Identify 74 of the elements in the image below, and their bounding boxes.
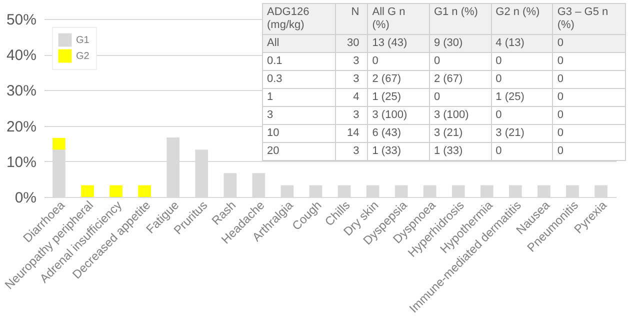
legend-label: G1 bbox=[76, 35, 90, 46]
y-tick-label: 40% bbox=[6, 47, 36, 64]
annotation: 13 (43) bbox=[368, 34, 430, 52]
annotation: 1 bbox=[262, 88, 336, 106]
annotation: 3 bbox=[335, 70, 368, 88]
annotation: 20 bbox=[262, 142, 336, 160]
annotation: 3 (21) bbox=[429, 124, 492, 142]
annotation: 0 bbox=[552, 34, 626, 52]
legend-label: G2 bbox=[76, 51, 90, 62]
annotation: 0 bbox=[491, 52, 553, 70]
bar bbox=[81, 185, 94, 197]
bar bbox=[480, 185, 494, 197]
text: N bbox=[335, 4, 368, 34]
annotation: 6 (43) bbox=[368, 124, 430, 142]
annotation: 0 bbox=[552, 52, 626, 70]
annotation: 0 bbox=[368, 52, 430, 70]
bar bbox=[280, 185, 294, 197]
annotation: 2 (67) bbox=[429, 70, 492, 88]
bar bbox=[110, 185, 122, 197]
annotation: 0 bbox=[491, 70, 553, 88]
annotation: 0.3 bbox=[262, 70, 336, 88]
annotation: 14 bbox=[335, 124, 368, 142]
annotation: 0 bbox=[552, 70, 626, 88]
annotation: 3 bbox=[335, 106, 368, 124]
y-tick-label: 10% bbox=[6, 154, 36, 171]
bar bbox=[224, 173, 237, 197]
bar bbox=[52, 138, 66, 150]
y-tick-label: 0% bbox=[14, 190, 36, 206]
bar bbox=[538, 185, 550, 197]
annotation: ADG126 (mg/kg) bbox=[262, 4, 336, 34]
annotation: 0 bbox=[491, 106, 553, 124]
annotation: 0 bbox=[552, 142, 626, 160]
y-tick-label: 50% bbox=[6, 12, 36, 28]
annotation: 1 (33) bbox=[429, 142, 492, 160]
annotation: 2 (67) bbox=[368, 70, 430, 88]
bar bbox=[566, 185, 579, 197]
annotation: 0 bbox=[552, 124, 626, 142]
annotation: G3 – G5 n (%) bbox=[552, 4, 626, 34]
bar bbox=[366, 185, 380, 197]
annotation: 4 bbox=[335, 88, 368, 106]
annotation: 0 bbox=[552, 106, 626, 124]
annotation: 3 (100) bbox=[368, 106, 430, 124]
annotation: 0 bbox=[552, 88, 626, 106]
annotation: All bbox=[262, 34, 336, 52]
annotation: 3 (21) bbox=[491, 124, 553, 142]
bar bbox=[394, 185, 408, 197]
annotation: All G n (%) bbox=[368, 4, 430, 34]
annotation: 3 bbox=[335, 52, 368, 70]
bar bbox=[338, 185, 351, 197]
annotation: 10 bbox=[262, 124, 336, 142]
bar bbox=[594, 185, 608, 197]
annotation: 30 bbox=[335, 34, 368, 52]
annotation: 1 (25) bbox=[368, 88, 430, 106]
bar bbox=[309, 185, 322, 197]
bar bbox=[252, 173, 266, 197]
y-tick-label: 20% bbox=[6, 118, 36, 136]
y-tick-label: 30% bbox=[6, 82, 36, 100]
annotation: 0 bbox=[429, 52, 492, 70]
annotation: 0 bbox=[491, 142, 553, 160]
annotation: 4 (13) bbox=[491, 34, 553, 52]
annotation: 3 bbox=[335, 142, 368, 160]
annotation: 1 (25) bbox=[491, 88, 553, 106]
annotation: 1 (33) bbox=[368, 142, 430, 160]
annotation: 0.1 bbox=[262, 52, 336, 70]
text: G2 n (%) bbox=[491, 4, 553, 34]
bar bbox=[509, 185, 522, 197]
bar bbox=[452, 185, 465, 197]
text: G1 n (%) bbox=[429, 4, 492, 34]
bar bbox=[423, 185, 436, 197]
bar bbox=[138, 185, 151, 197]
annotation: 3 (100) bbox=[429, 106, 492, 124]
annotation: 9 (30) bbox=[429, 34, 492, 52]
annotation: 3 bbox=[262, 106, 336, 124]
annotation: 0 bbox=[429, 88, 492, 106]
